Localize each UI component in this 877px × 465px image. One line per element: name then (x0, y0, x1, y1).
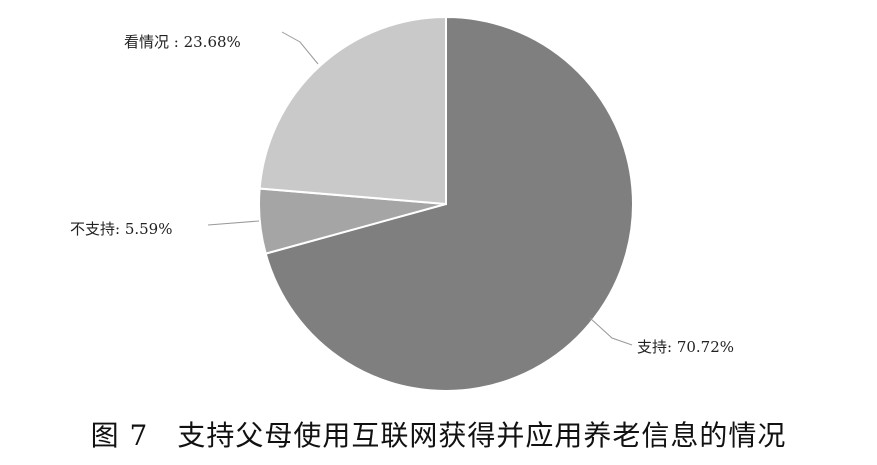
leader-line-1 (207, 220, 260, 226)
slice-label-0: 支持: 70.72% (637, 338, 734, 356)
leader-line-0 (589, 317, 633, 346)
pie-chart: 支持: 70.72% 不支持: 5.59% 看情况 : 23.68% (70, 15, 734, 392)
chart-title: 图 7 支持父母使用互联网获得并应用养老信息的情况 (90, 419, 787, 452)
leader-line-2 (281, 31, 319, 65)
slice-label-1: 不支持: 5.59% (70, 220, 172, 238)
pie-slice-0 (264, 15, 634, 392)
slice-label-2: 看情况 : 23.68% (124, 33, 241, 51)
pie-slice-2 (258, 15, 447, 206)
